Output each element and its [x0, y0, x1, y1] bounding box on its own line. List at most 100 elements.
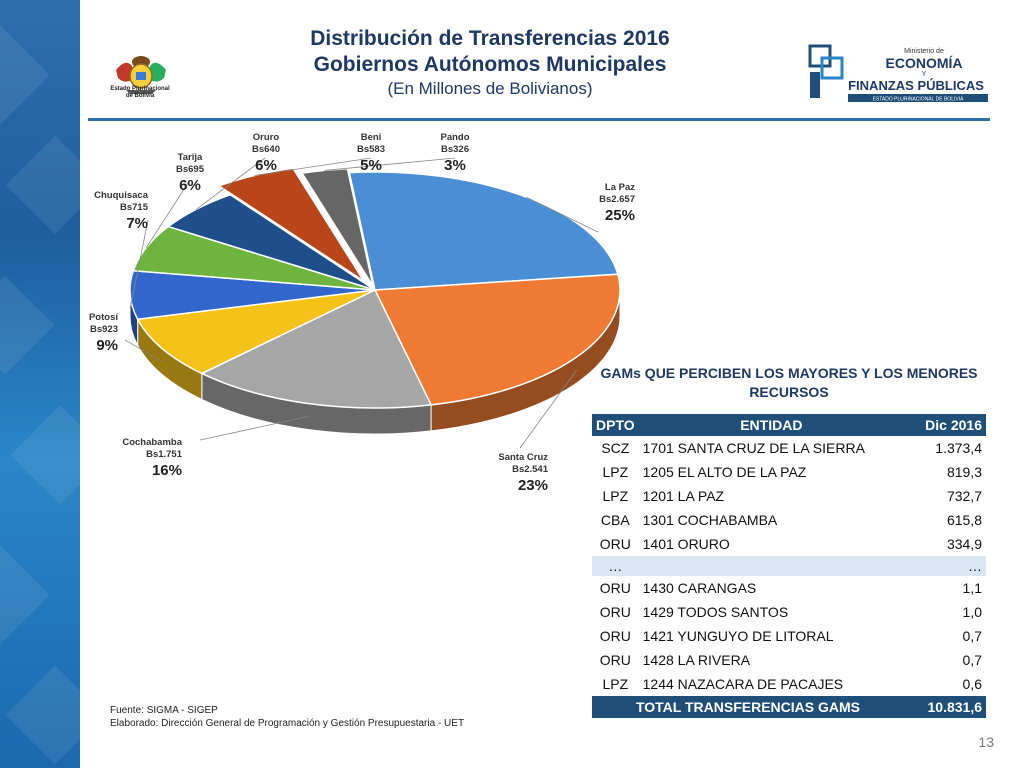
pie-slice	[373, 273, 621, 406]
cell-entidad: 1205 EL ALTO DE LA PAZ	[638, 460, 904, 484]
pie-label-name: Cochabamba	[122, 437, 182, 448]
pie-slice	[300, 167, 374, 287]
table-row: ORU 1401 ORURO 334,9	[592, 532, 986, 556]
cell-entidad: 1428 LA RIVERA	[638, 648, 904, 672]
cell-entidad: 1429 TODOS SANTOS	[638, 600, 904, 624]
ministry-logo: Ministerio de ECONOMÍA Y FINANZAS PÚBLIC…	[808, 44, 988, 103]
table-title: GAMs QUE PERCIBEN LOS MAYORES Y LOS MENO…	[600, 365, 978, 400]
pie-label-name: Tarija	[178, 152, 203, 163]
cell-dpto: LPZ	[592, 484, 639, 508]
slide-title-line2: Gobiernos Autónomos Municipales	[313, 53, 667, 76]
pie-label-percent: 5%	[360, 157, 382, 174]
pie-label-name: La Paz	[605, 182, 635, 193]
table-total-row: TOTAL TRANSFERENCIAS GAMS 10.831,6	[592, 696, 986, 718]
cell-dpto: ORU	[592, 648, 639, 672]
cell-entidad: 1301 COCHABAMBA	[638, 508, 904, 532]
table-row: ORU 1430 CARANGAS 1,1	[592, 576, 986, 600]
cell-entidad: 1701 SANTA CRUZ DE LA SIERRA	[638, 436, 904, 460]
pie-leader-line	[519, 369, 578, 449]
cell-value: 0,7	[904, 624, 986, 648]
page-number: 13	[978, 734, 994, 750]
pie-label-percent: 6%	[255, 157, 277, 174]
cell-value: 819,3	[904, 460, 986, 484]
pie-label-name: Santa Cruz	[498, 452, 548, 463]
pie-label-value: Bs715	[120, 202, 149, 213]
cell-entidad: 1421 YUNGUYO DE LITORAL	[638, 624, 904, 648]
pie-leader-line	[124, 339, 163, 362]
cell-value: 0,7	[904, 648, 986, 672]
cell-dpto: ORU	[592, 576, 639, 600]
emblem-caption-line1: Estado Plurinacional	[110, 86, 170, 92]
cell-value: 0,6	[904, 672, 986, 696]
emblem-caption: Estado Plurinacional de Bolivia	[100, 86, 180, 100]
pie-label-percent: 16%	[152, 462, 182, 479]
pie-leader-line	[129, 219, 149, 309]
cell-dpto: ORU	[592, 624, 639, 648]
ministry-logo-line2: FINANZAS PÚBLICAS	[848, 78, 984, 93]
bolivia-coat-of-arms-icon	[116, 56, 166, 94]
pie-label-value: Bs583	[357, 144, 385, 155]
cell-value: 1.373,4	[904, 436, 986, 460]
cell-dpto: SCZ	[592, 436, 639, 460]
cell-ellipsis: …	[592, 556, 639, 576]
pie-label-value: Bs695	[176, 164, 205, 175]
pie-leader-line	[145, 179, 191, 248]
table-header-row: DPTO ENTIDAD Dic 2016	[592, 414, 986, 436]
pie-label-name: Oruro	[253, 132, 280, 143]
pie-label-percent: 6%	[179, 177, 201, 194]
total-value: 10.831,6	[904, 696, 986, 718]
cell-dpto: CBA	[592, 508, 639, 532]
pie-label-name: Potosí	[89, 312, 118, 323]
cell-value: 1,1	[904, 576, 986, 600]
emblem-caption-line2: de Bolivia	[125, 93, 155, 99]
ministry-logo-top: Ministerio de	[904, 48, 944, 55]
cell-entidad: 1244 NAZACARA DE PACAJES	[638, 672, 904, 696]
source-note: Fuente: SIGMA - SIGEP Elaborado: Direcci…	[110, 704, 464, 730]
pie-slice	[136, 289, 376, 375]
pie-label-percent: 7%	[126, 215, 148, 232]
table-row: ORU 1429 TODOS SANTOS 1,0	[592, 600, 986, 624]
pie-leader-line	[196, 157, 266, 210]
pie-leader-line	[254, 157, 372, 176]
header-entidad: ENTIDAD	[638, 414, 904, 436]
pie-label-name: Pando	[440, 132, 469, 143]
cell-entidad: 1430 CARANGAS	[638, 576, 904, 600]
pie-label-percent: 9%	[96, 337, 118, 354]
table-row: ORU 1421 YUNGUYO DE LITORAL 0,7	[592, 624, 986, 648]
ministry-logo-line1: ECONOMÍA	[886, 55, 963, 71]
pie-leader-line	[324, 157, 456, 171]
pie-label-percent: 23%	[518, 477, 548, 494]
cell-dpto: ORU	[592, 532, 639, 556]
table-row: CBA 1301 COCHABAMBA 615,8	[592, 508, 986, 532]
pie-label-value: Bs326	[441, 144, 469, 155]
table-ellipsis-row: ……	[592, 556, 986, 576]
pie-label-name: Chuquisaca	[94, 190, 149, 201]
cell-value: 615,8	[904, 508, 986, 532]
cell-dpto: LPZ	[592, 672, 639, 696]
cell-ellipsis: …	[904, 556, 986, 576]
cell-empty	[638, 556, 904, 576]
cell-dpto: LPZ	[592, 460, 639, 484]
pie-label-value: Bs1.751	[146, 449, 183, 460]
pie-label-percent: 25%	[605, 207, 635, 224]
pie-slice	[348, 171, 619, 291]
ministry-logo-line3: ESTADO PLURINACIONAL DE BOLIVIA	[873, 97, 965, 103]
elaboration-line: Elaborado: Dirección General de Programa…	[110, 718, 465, 729]
table-row: LPZ 1205 EL ALTO DE LA PAZ 819,3	[592, 460, 986, 484]
pie-label-value: Bs640	[252, 144, 280, 155]
pie-label-name: Beni	[361, 132, 382, 143]
pie-label-value: Bs2.541	[512, 464, 549, 475]
table-row: ORU 1428 LA RIVERA 0,7	[592, 648, 986, 672]
pie-label-value: Bs2.657	[599, 194, 635, 205]
total-label: TOTAL TRANSFERENCIAS GAMS	[592, 696, 904, 718]
